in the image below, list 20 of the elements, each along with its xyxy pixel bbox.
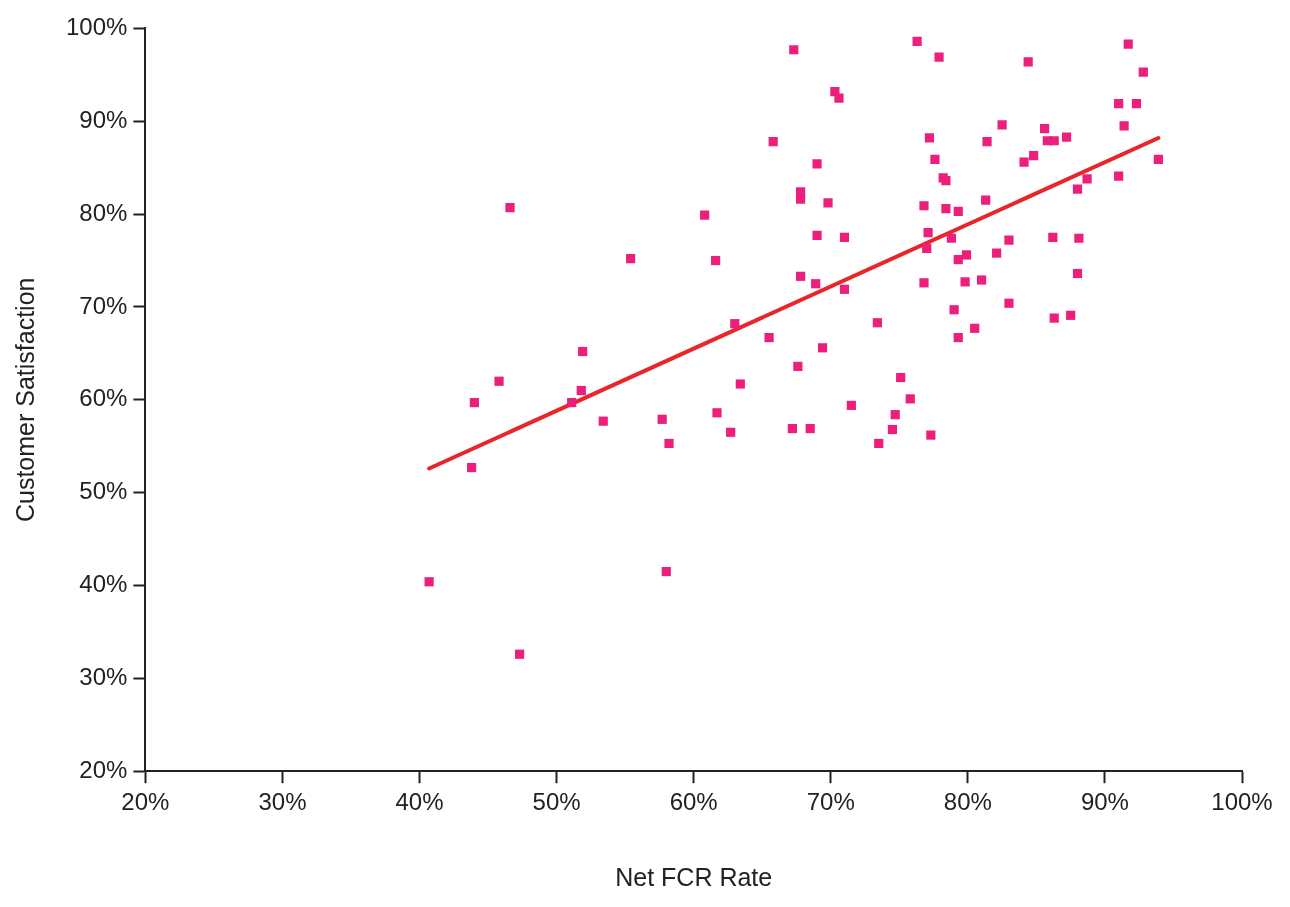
x-tick-label: 40%	[395, 788, 444, 816]
y-tick-label: 40%	[79, 570, 128, 598]
y-tick-label: 60%	[79, 384, 128, 412]
x-axis-title: Net FCR Rate	[615, 862, 773, 891]
x-tick-label: 20%	[121, 788, 170, 816]
y-tick-label: 80%	[79, 198, 128, 226]
y-axis-title: Customer Satisfaction	[10, 277, 39, 523]
x-tick-label: 100%	[1211, 788, 1273, 816]
y-tick-label: 20%	[79, 755, 128, 783]
x-tick-label: 30%	[258, 788, 307, 816]
y-tick-label: 70%	[79, 291, 128, 319]
y-tick-label: 90%	[79, 105, 128, 133]
x-tick-label: 70%	[806, 788, 855, 816]
x-tick-label: 60%	[669, 788, 718, 816]
y-tick-label: 30%	[79, 662, 128, 690]
y-tick-label: 50%	[79, 477, 128, 505]
y-tick-label: 100%	[65, 13, 128, 41]
x-tick-label: 90%	[1080, 788, 1129, 816]
x-tick-label: 50%	[532, 788, 581, 816]
x-tick-label: 80%	[943, 788, 992, 816]
